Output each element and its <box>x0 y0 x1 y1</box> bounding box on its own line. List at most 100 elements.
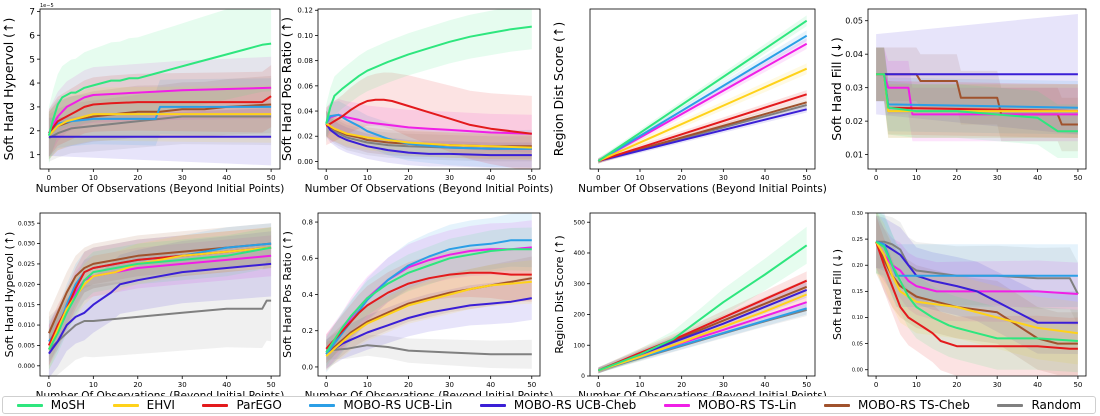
y-tick-label: 0.12 <box>297 7 313 15</box>
series-line-random <box>48 115 272 139</box>
x-tick-label: 30 <box>178 381 187 389</box>
x-axis-label: Number Of Observations (Beyond Initial P… <box>305 183 554 195</box>
legend-label: MOBO-RS TS-Cheb <box>857 398 970 412</box>
series-line-mobo-rs-ts-lin <box>875 241 1078 295</box>
band-random <box>876 215 1078 326</box>
y-tick-label: 0.05 <box>852 341 863 347</box>
y-tick-label: 0.10 <box>852 315 863 321</box>
legend-swatch <box>997 403 1024 407</box>
series-line-random <box>326 344 532 356</box>
y-tick-label: 3 <box>29 103 35 113</box>
band-random <box>48 259 272 376</box>
confidence-bands <box>876 213 1078 376</box>
band-mosh <box>48 9 272 165</box>
x-tick-label: 20 <box>133 174 142 182</box>
x-tick-label: 0 <box>874 174 878 182</box>
series-line-mobo-rs-ts-cheb <box>598 101 807 162</box>
x-axis-label: Number Of Observations (Beyond Initial P… <box>305 390 554 396</box>
legend-item-ehvi: EHVI <box>112 398 175 412</box>
series-line-ehvi <box>597 293 808 372</box>
series-line-mosh <box>876 73 1078 133</box>
y-tick-label: 0.15 <box>852 289 863 295</box>
chart-panel-2: 0 10 20 30 40 50 0.00 0.02 0.04 0.06 0.08 0.10 0.12 N… <box>279 7 554 195</box>
band-mobo-rs-ucb-lin <box>876 213 1078 307</box>
x-tick-label: 10 <box>912 381 921 389</box>
series-line-parego <box>597 93 808 162</box>
series-line-ehvi <box>325 280 532 357</box>
y-tick-label: 400 <box>574 250 586 257</box>
band-mobo-rs-ucb-cheb <box>326 111 532 168</box>
legend-item-ts-lin: MOBO-RS TS-Lin <box>663 398 796 412</box>
legend-swatch <box>479 403 506 407</box>
plot-frame <box>867 8 1087 170</box>
legend-label: MoSH <box>50 398 86 412</box>
band-ehvi <box>876 213 1078 365</box>
legend-swatch <box>112 403 139 407</box>
series-line-mosh <box>48 246 272 350</box>
y-tick-label: 0.04 <box>845 50 863 59</box>
legend-item-parego: ParEGO <box>202 398 282 412</box>
band-mosh <box>326 9 532 143</box>
y-tick-label: 300 <box>574 281 586 288</box>
x-tick-label: 50 <box>802 381 811 389</box>
x-tick-label: 40 <box>222 381 231 389</box>
series-line-mobo-rs-ucb-lin <box>597 34 808 162</box>
series-line-mobo-rs-ucb-cheb <box>48 262 272 355</box>
y-tick-label: 0.08 <box>297 57 313 65</box>
y-tick-label: 0.00 <box>852 367 863 373</box>
series-line-parego <box>325 98 532 135</box>
y-tick-label: 0.000 <box>18 363 35 370</box>
x-tick-label: 10 <box>363 174 372 182</box>
y-tick-label: 0.00 <box>297 158 313 166</box>
series-line-mobo-rs-ts-lin <box>48 86 272 134</box>
x-tick-label: 20 <box>677 174 686 182</box>
legend-swatch <box>663 403 690 407</box>
legend-item-ts-cheb: MOBO-RS TS-Cheb <box>823 398 970 412</box>
x-tick-label: 0 <box>596 174 600 182</box>
y-exponent-label: 1e−5 <box>40 3 54 9</box>
legend-item-random: Random <box>997 398 1081 412</box>
series-lines <box>325 25 532 157</box>
y-tick-label: 0.02 <box>297 133 313 141</box>
legend-item-mosh: MoSH <box>16 398 86 412</box>
x-tick-label: 40 <box>761 381 770 389</box>
x-tick-label: 20 <box>952 174 961 182</box>
chart-panel-1: 0 10 20 30 40 50 1 2 3 4 5 6 7 1e−5 Number Of Observat… <box>1 3 285 195</box>
y-tick-label: 0 <box>581 373 585 380</box>
y-tick-label: 1 <box>29 151 35 161</box>
x-tick-label: 0 <box>47 381 51 389</box>
series-line-parego <box>597 279 808 372</box>
y-axis-label: Soft Hard Hypervol (↑) <box>3 232 16 358</box>
y-tick-label: 0.010 <box>18 322 35 329</box>
legend-label: MOBO-RS UCB-Lin <box>343 398 453 412</box>
band-mosh <box>598 226 807 374</box>
band-parego <box>876 215 1078 376</box>
series-line-parego <box>325 271 532 350</box>
y-tick-label: 100 <box>574 342 586 349</box>
y-tick-label: 4 <box>29 79 35 89</box>
x-tick-label: 40 <box>486 174 495 182</box>
x-axis-label: Number Of Observations (Beyond Initial P… <box>578 183 827 195</box>
y-tick-label: 0.4 <box>302 291 314 299</box>
legend: MoSH EHVI ParEGO MOBO-RS UCB-Lin MOBO-RS… <box>2 396 1096 414</box>
series-line-mosh <box>47 42 272 136</box>
plot-frame <box>39 212 281 377</box>
x-tick-label: 30 <box>993 381 1002 389</box>
confidence-bands <box>48 9 272 166</box>
y-tick-label: 0.2 <box>302 327 313 335</box>
x-tick-label: 40 <box>222 174 231 182</box>
y-axis-label: Soft Hard Fill (↓) <box>831 249 844 340</box>
x-tick-label: 40 <box>1033 174 1042 182</box>
band-mobo-rs-ts-cheb <box>48 223 272 354</box>
y-tick-label: 0.015 <box>18 302 35 309</box>
band-mobo-rs-ts-lin <box>48 235 272 366</box>
y-tick-label: 0.10 <box>297 32 313 40</box>
legend-label: EHVI <box>146 398 175 412</box>
series-lines <box>597 244 808 372</box>
x-tick-label: 10 <box>89 174 98 182</box>
series-lines <box>47 242 272 355</box>
x-axis-label: Number Of Observations (Beyond Initial P… <box>36 390 285 396</box>
band-ehvi <box>48 227 272 370</box>
x-axis-label: Number Of Observations (Beyond Initial P… <box>36 183 285 195</box>
